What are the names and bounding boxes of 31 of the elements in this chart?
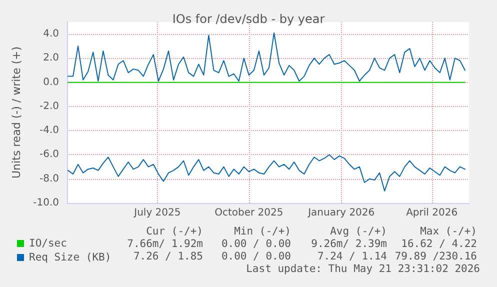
text: 7.26 / 1.85 [133,250,203,262]
chart-title: IOs for /dev/sdb - by year [172,12,325,26]
y-tick-label: -4.0 [39,125,59,136]
y-tick-label: 0.0 [43,76,59,88]
y-tick-label: 2.0 [43,52,59,64]
y-tick-label: -2.0 [39,100,59,112]
line-series [68,32,466,82]
x-tick-label: January 2026 [307,208,375,218]
line-series [68,154,466,192]
text: Cur (-/+) [146,226,203,238]
x-tick-label: October 2025 [214,208,284,218]
text: Max (-/+) [420,226,477,238]
text: 7.24 / 1.14 [317,250,387,262]
text: 9.26m/ 2.39m [311,238,387,250]
text: 7.66m/ 1.92m [127,238,203,250]
x-tick-label: April 2026 [406,208,458,218]
text: Min (-/+) [234,226,291,238]
y-tick-label: 4.0 [43,28,59,40]
legend-label: IO/sec [29,238,67,250]
y-tick-label: -8.0 [39,173,59,184]
x-tick-label: July 2025 [133,208,181,218]
y-tick-label: -6.0 [39,149,59,160]
y-tick-label: -10.0 [33,198,59,208]
legend-label: Req Size (KB) [29,252,112,264]
text: Avg (-/+) [330,226,387,238]
text: Last update: Thu May 21 23:31:02 2026 [246,263,480,275]
y-axis-title: Units read (-) / write (+) [10,46,23,179]
text: 0.00 / 0.00 [221,250,291,262]
text: 16.62 / 4.22 [401,238,477,250]
text: 79.89 /230.16 [394,250,477,262]
text: 0.00 / 0.00 [221,238,291,250]
